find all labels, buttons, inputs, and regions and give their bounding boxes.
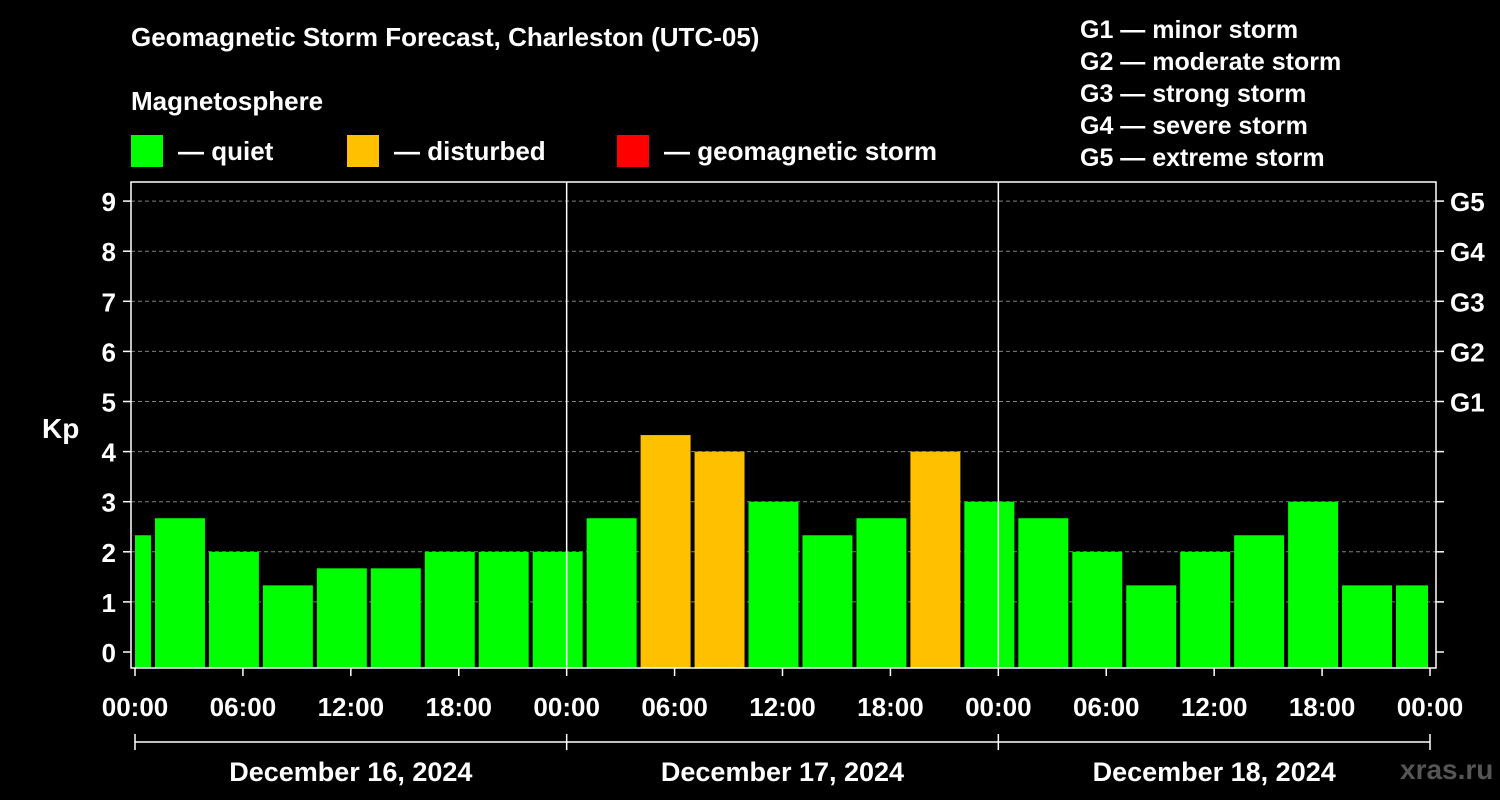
x-tick-label: 06:00 bbox=[641, 692, 708, 722]
y-tick-label: 4 bbox=[102, 438, 117, 468]
kp-bar bbox=[1234, 535, 1285, 668]
kp-bar bbox=[208, 551, 259, 668]
date-label: December 18, 2024 bbox=[1093, 757, 1336, 787]
y-tick-label: 3 bbox=[102, 488, 116, 518]
x-tick-label: 00:00 bbox=[102, 692, 169, 722]
storm-scale-g1: G1 — minor storm bbox=[1080, 16, 1299, 44]
right-axis-label: G2 bbox=[1450, 337, 1485, 367]
legend-quiet-swatch bbox=[131, 135, 163, 167]
storm-scale-g4: G4 — severe storm bbox=[1080, 112, 1308, 140]
kp-bar bbox=[1342, 585, 1393, 668]
kp-bar bbox=[154, 518, 205, 668]
legend-disturbed-label: — disturbed bbox=[394, 135, 546, 166]
watermark: xras.ru bbox=[1400, 754, 1494, 785]
kp-bar bbox=[532, 551, 583, 668]
legend-storm-label: — geomagnetic storm bbox=[664, 135, 938, 166]
y-tick-label: 2 bbox=[102, 538, 116, 568]
legend-quiet-label: — quiet bbox=[178, 135, 274, 166]
y-tick-label: 9 bbox=[102, 187, 116, 217]
right-axis-label: G3 bbox=[1450, 287, 1485, 317]
kp-bar bbox=[748, 501, 799, 668]
x-tick-label: 00:00 bbox=[1397, 692, 1464, 722]
plot-frame bbox=[130, 181, 1437, 669]
kp-bar bbox=[262, 585, 313, 668]
kp-bar bbox=[135, 535, 151, 668]
storm-scale-g2: G2 — moderate storm bbox=[1080, 48, 1342, 76]
kp-bar bbox=[316, 568, 367, 668]
kp-bar bbox=[1018, 518, 1069, 668]
legend-storm: — geomagnetic storm bbox=[617, 134, 937, 168]
x-tick-label: 12:00 bbox=[318, 692, 385, 722]
kp-bar bbox=[1126, 585, 1177, 668]
y-tick-label: 5 bbox=[102, 388, 116, 418]
legend-storm-swatch bbox=[617, 135, 649, 167]
right-axis-label: G5 bbox=[1450, 187, 1485, 217]
y-tick-label: 6 bbox=[102, 337, 116, 367]
kp-bar bbox=[1288, 501, 1339, 668]
x-tick-label: 18:00 bbox=[1289, 692, 1356, 722]
x-tick-label: 12:00 bbox=[749, 692, 816, 722]
kp-bar bbox=[1072, 551, 1123, 668]
y-axis-label: Kp bbox=[42, 413, 79, 444]
date-label: December 17, 2024 bbox=[661, 757, 904, 787]
x-tick-label: 18:00 bbox=[426, 692, 493, 722]
y-tick-label: 7 bbox=[102, 287, 116, 317]
y-tick-label: 1 bbox=[102, 588, 116, 618]
date-label: December 16, 2024 bbox=[229, 757, 472, 787]
kp-bar bbox=[424, 551, 475, 668]
y-tick-label: 0 bbox=[102, 638, 116, 668]
storm-scale-g3: G3 — strong storm bbox=[1080, 80, 1307, 108]
x-tick-label: 00:00 bbox=[533, 692, 600, 722]
right-axis-label: G4 bbox=[1450, 237, 1485, 267]
kp-bar bbox=[640, 435, 691, 668]
kp-bar bbox=[694, 451, 745, 668]
right-axis-label: G1 bbox=[1450, 388, 1485, 418]
kp-bar bbox=[586, 518, 637, 668]
kp-bar bbox=[910, 451, 961, 668]
legend-disturbed-swatch bbox=[347, 135, 379, 167]
legend-quiet: — quiet bbox=[131, 134, 273, 168]
x-tick-label: 00:00 bbox=[965, 692, 1032, 722]
kp-bar bbox=[370, 568, 421, 668]
legend-disturbed: — disturbed bbox=[347, 134, 546, 168]
x-tick-label: 06:00 bbox=[210, 692, 277, 722]
y-tick-label: 8 bbox=[102, 237, 116, 267]
kp-bar bbox=[1396, 585, 1428, 668]
storm-scale-g5: G5 — extreme storm bbox=[1080, 144, 1325, 172]
storm-scale-list: G1 — minor storm G2 — moderate storm G3 … bbox=[1080, 14, 1341, 174]
kp-bar bbox=[964, 501, 1015, 668]
kp-bar bbox=[1180, 551, 1231, 668]
kp-bar bbox=[802, 535, 853, 668]
x-tick-label: 12:00 bbox=[1181, 692, 1248, 722]
x-tick-label: 06:00 bbox=[1073, 692, 1140, 722]
x-tick-label: 18:00 bbox=[857, 692, 924, 722]
kp-bar bbox=[856, 518, 907, 668]
kp-bar bbox=[478, 551, 529, 668]
legend-subtitle: Magnetosphere bbox=[131, 86, 324, 116]
chart-title: Geomagnetic Storm Forecast, Charleston (… bbox=[131, 22, 760, 52]
